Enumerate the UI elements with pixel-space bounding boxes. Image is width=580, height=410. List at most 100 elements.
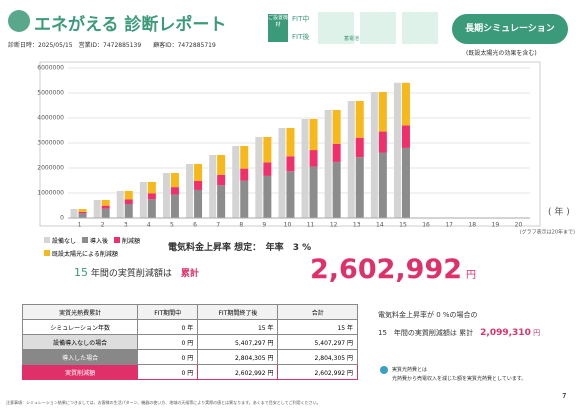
bar-segment bbox=[355, 157, 364, 218]
cell: 15 年 bbox=[197, 319, 279, 335]
label: 顧客ID： bbox=[153, 42, 178, 49]
bar-segment bbox=[240, 146, 249, 169]
bar-segment bbox=[217, 174, 226, 186]
cell: 導入した場合 bbox=[21, 349, 139, 365]
legend-item: 削減額 bbox=[114, 236, 140, 245]
bar-segment bbox=[217, 185, 226, 218]
fit-during: FIT中 bbox=[292, 15, 310, 23]
legend: 設備なし 導入後 削減額既設太陽光による削減額 bbox=[44, 236, 174, 262]
equipment-cells bbox=[318, 12, 438, 44]
note-icon bbox=[380, 366, 388, 374]
battery: 蓄電池 bbox=[344, 36, 360, 42]
total: 2,099,310 bbox=[480, 328, 531, 338]
chart: ( 年 ) (グラフ表示は20年まで) 0 1000000 2000000 30000… bbox=[37, 61, 575, 236]
x-tick-label: 8 bbox=[239, 222, 243, 229]
x-tick-label: 11 bbox=[307, 222, 315, 229]
bar-segment bbox=[101, 205, 110, 209]
cell: 2,602,992 円 bbox=[277, 364, 358, 380]
logo-icon bbox=[8, 10, 30, 32]
header-cell: FIT期間中 bbox=[137, 304, 199, 320]
bar-segment bbox=[101, 200, 110, 206]
bar bbox=[232, 146, 240, 218]
bar-segment bbox=[286, 128, 295, 157]
table-row: 設備導入なしの場合 0 円 5,407,297 円 5,407,297 円 bbox=[21, 334, 358, 350]
bar bbox=[393, 82, 401, 219]
x-tick-label: 15 bbox=[399, 222, 407, 229]
cell: 5,407,297 円 bbox=[277, 334, 358, 350]
unit: % bbox=[302, 243, 312, 253]
rate: 3 bbox=[292, 243, 299, 253]
date: 2025/05/15 bbox=[38, 42, 73, 49]
legend-swatch bbox=[114, 237, 121, 243]
bar bbox=[370, 92, 378, 218]
x-tick-label: 5 bbox=[170, 222, 174, 229]
header-cell: FIT期間終了後 bbox=[197, 304, 279, 320]
x-tick-label: 3 bbox=[124, 222, 128, 229]
footer: 注意事項：シミュレーション結果につきましては、お客様の生活パターン、機器の使い方… bbox=[6, 400, 321, 405]
label: 診断日時： bbox=[8, 42, 39, 49]
bar-segment bbox=[170, 187, 179, 195]
bar-segment bbox=[286, 156, 295, 172]
legend-item: 既設太陽光による削減額 bbox=[44, 249, 118, 258]
bar-segment bbox=[378, 152, 387, 218]
sim-button[interactable]: 長期シミュレーション bbox=[452, 14, 568, 44]
alt-line2: 15 年間の実質削減額は 累計 2,099,310 円 bbox=[378, 328, 540, 338]
cell: 0 円 bbox=[137, 349, 199, 365]
bar-segment bbox=[124, 191, 133, 200]
legend-label: 削減額 bbox=[122, 238, 141, 245]
cell: 0 年 bbox=[137, 319, 199, 335]
bar bbox=[116, 191, 124, 218]
legend-label: 既設太陽光による削減額 bbox=[52, 251, 118, 258]
x-tick-label: 1 bbox=[78, 222, 82, 229]
label: 営業ID： bbox=[78, 42, 104, 49]
equipment-label: ご設置機材 bbox=[268, 14, 288, 42]
y-tick-label: 4000000 bbox=[37, 115, 64, 122]
bar-segment bbox=[309, 166, 318, 218]
bar-segment bbox=[78, 209, 87, 212]
header-cell: 合計 bbox=[277, 304, 358, 320]
bar bbox=[162, 173, 170, 218]
bar-segment bbox=[332, 110, 341, 144]
cell: 2,804,305 円 bbox=[277, 349, 358, 365]
bar-segment bbox=[332, 143, 341, 162]
x-tick-label: 14 bbox=[376, 222, 384, 229]
cell: 5,407,297 円 bbox=[197, 334, 279, 350]
bar-segment bbox=[309, 150, 318, 167]
id: 7472885139 bbox=[103, 42, 142, 49]
x-tick-label: 17 bbox=[445, 222, 453, 229]
cell: シミュレーション年数 bbox=[21, 319, 139, 335]
bar-segment bbox=[263, 162, 272, 176]
bar-segment bbox=[286, 171, 295, 218]
bar bbox=[324, 110, 332, 218]
bar bbox=[347, 101, 355, 218]
y-tick-label: 5000000 bbox=[37, 90, 64, 97]
x-tick-label: 10 bbox=[284, 222, 292, 229]
bar-segment bbox=[401, 147, 410, 218]
bar-segment bbox=[170, 194, 179, 218]
bar-segment bbox=[194, 189, 203, 218]
bar-segment bbox=[263, 137, 272, 163]
bar-segment bbox=[378, 92, 387, 132]
bar bbox=[186, 164, 194, 218]
x-tick-label: 18 bbox=[468, 222, 476, 229]
bar-segment bbox=[401, 125, 410, 148]
x-tick-label: 9 bbox=[262, 222, 266, 229]
label: 年間の実質削減額は bbox=[90, 269, 172, 279]
cell: 2,804,305 円 bbox=[197, 349, 279, 365]
y-tick-label: 3000000 bbox=[37, 140, 64, 147]
frame bbox=[39, 61, 541, 227]
bar-segment bbox=[401, 82, 410, 126]
bar-segment bbox=[332, 161, 341, 218]
bar-segment bbox=[263, 175, 272, 218]
legend-swatch bbox=[44, 250, 50, 256]
cell: 実質削減額 bbox=[21, 364, 139, 380]
yen: 円 bbox=[533, 329, 541, 337]
label: 年率 bbox=[265, 243, 284, 253]
x-tick-label: 20 bbox=[515, 222, 523, 229]
bar bbox=[70, 209, 78, 218]
x-tick-label: 2 bbox=[101, 222, 105, 229]
y-tick-label: 2000000 bbox=[37, 165, 64, 172]
y-tick-label: 6000000 bbox=[37, 65, 64, 72]
bar-segment bbox=[101, 208, 110, 218]
x-tick-label: 4 bbox=[147, 222, 151, 229]
